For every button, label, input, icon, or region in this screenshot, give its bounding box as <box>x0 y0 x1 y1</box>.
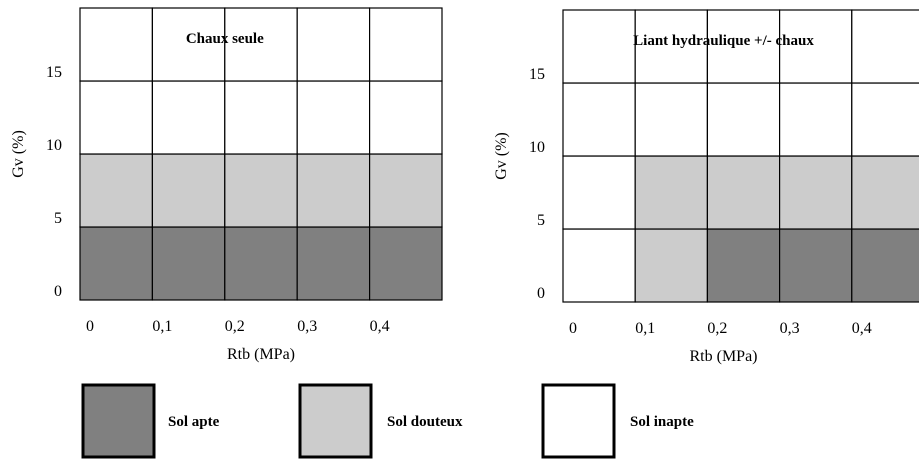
y-tick-label: 0 <box>537 285 545 302</box>
cell-apte-r0-c3 <box>778 228 853 303</box>
y-tick-label: 0 <box>54 283 62 300</box>
cell-douteux-r1-c2 <box>706 155 781 230</box>
x-axis-label: Rtb (MPa) <box>227 346 295 363</box>
cell-inapte-r2-c4 <box>851 82 919 157</box>
cell-inapte-r0-c0 <box>562 228 636 303</box>
x-tick-label: 0,2 <box>707 320 727 337</box>
x-tick-label: 0,3 <box>780 320 800 337</box>
cell-douteux-r1-c4 <box>851 155 919 230</box>
cell-inapte-r2-c3 <box>778 82 853 157</box>
x-tick-label: 0,4 <box>370 318 390 335</box>
legend-label-apte: Sol apte <box>168 414 220 430</box>
y-tick-label: 5 <box>54 210 62 227</box>
cell-inapte-r2-c3 <box>296 80 371 155</box>
cell-apte-r0-c4 <box>851 228 919 303</box>
x-tick-label: 0,1 <box>152 318 172 335</box>
cell-inapte-r3-c2 <box>224 7 298 82</box>
legend-swatch-douteux <box>298 383 373 459</box>
y-tick-label: 15 <box>529 66 545 83</box>
cell-inapte-r3-c0 <box>562 9 636 84</box>
x-axis-label: Rtb (MPa) <box>690 348 758 365</box>
cell-inapte-r2-c1 <box>151 80 226 155</box>
chart-chaux-seule: Chaux seule 0 5 10 15 0 0,1 0,2 0,3 0,4 Rtb (MPa) G… <box>10 7 443 363</box>
y-tick-label: 10 <box>529 139 545 156</box>
legend-swatch-apte <box>81 383 156 459</box>
cell-apte-r0-c2 <box>706 228 781 303</box>
cell-inapte-r2-c2 <box>706 82 781 157</box>
cell-douteux-r1-c3 <box>778 155 853 230</box>
cell-inapte-r2-c0 <box>562 82 636 157</box>
cell-apte-r0-c4 <box>369 226 443 301</box>
cell-douteux-r0-c1 <box>634 228 709 303</box>
cell-inapte-r3-c1 <box>634 9 709 84</box>
y-axis-label: Gv (%) <box>493 132 510 180</box>
cell-inapte-r3-c0 <box>79 7 154 82</box>
cell-douteux-r1-c1 <box>151 153 226 228</box>
legend-label-inapte: Sol inapte <box>630 414 694 430</box>
cell-inapte-r1-c0 <box>562 155 636 230</box>
cell-inapte-r3-c3 <box>296 7 371 82</box>
cell-inapte-r3-c4 <box>369 7 443 82</box>
x-tick-label: 0,1 <box>635 320 655 337</box>
chart-liant-hydraulique: Liant hydraulique +/- chaux 0 5 10 15 0 0,1 0,2… <box>493 9 919 365</box>
cell-inapte-r3-c4 <box>851 9 919 84</box>
chart-title: Liant hydraulique +/- chaux <box>633 33 814 49</box>
cell-inapte-r2-c0 <box>79 80 154 155</box>
cell-douteux-r1-c4 <box>369 153 443 228</box>
cell-apte-r0-c2 <box>224 226 298 301</box>
cell-douteux-r1-c0 <box>79 153 154 228</box>
cell-inapte-r2-c1 <box>634 82 709 157</box>
legend-label-douteux: Sol douteux <box>387 414 463 430</box>
y-tick-label: 5 <box>537 212 545 229</box>
x-tick-label: 0,3 <box>297 318 317 335</box>
x-tick-label: 0,2 <box>225 318 245 335</box>
cell-douteux-r1-c3 <box>296 153 371 228</box>
cell-inapte-r3-c1 <box>151 7 226 82</box>
chart-title: Chaux seule <box>186 31 264 47</box>
x-tick-label: 0 <box>86 318 94 335</box>
y-tick-label: 15 <box>46 64 62 81</box>
cell-inapte-r2-c2 <box>224 80 298 155</box>
y-axis-label: Gv (%) <box>10 130 27 178</box>
legend: Sol apte Sol douteux Sol inapte <box>81 383 694 459</box>
cell-douteux-r1-c2 <box>224 153 298 228</box>
cell-apte-r0-c1 <box>151 226 226 301</box>
cell-inapte-r2-c4 <box>369 80 443 155</box>
cell-inapte-r3-c3 <box>778 9 853 84</box>
legend-swatch-inapte <box>541 383 616 459</box>
x-tick-label: 0,4 <box>852 320 872 337</box>
cell-apte-r0-c0 <box>79 226 154 301</box>
cell-douteux-r1-c1 <box>634 155 709 230</box>
cell-apte-r0-c3 <box>296 226 371 301</box>
x-tick-label: 0 <box>569 320 577 337</box>
y-tick-label: 10 <box>46 137 62 154</box>
